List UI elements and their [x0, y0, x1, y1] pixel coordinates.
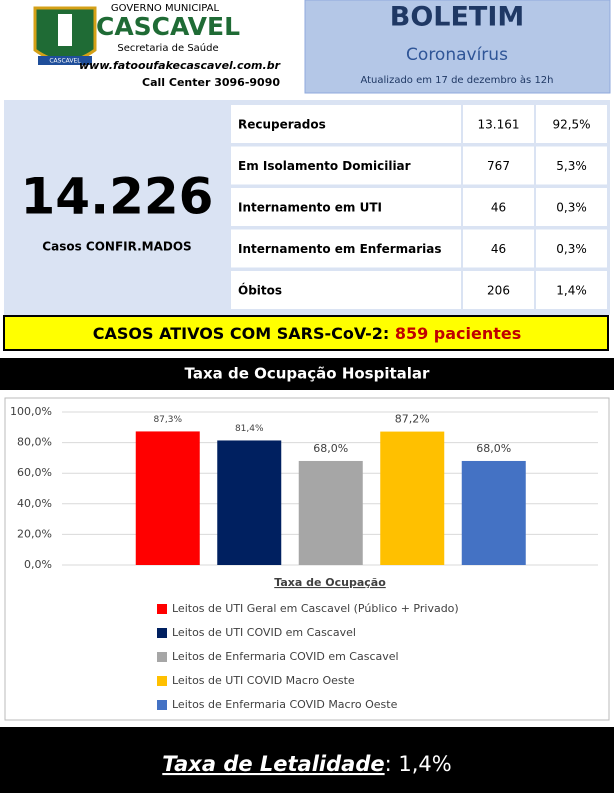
- legend-title: Taxa de Ocupação: [274, 576, 386, 589]
- table-cell: [534, 227, 609, 270]
- legend-swatch: [157, 652, 167, 662]
- bulletin-subtitle: Coronavírus: [406, 45, 508, 65]
- total-label: Casos CONFIR.MADOS: [42, 240, 191, 254]
- legend-swatch: [157, 700, 167, 710]
- table-value: 206: [487, 284, 510, 298]
- y-tick-label: 40,0%: [17, 497, 52, 510]
- case-table: Recuperados 13.161 92,5% Em Isolamento Domi…: [229, 103, 609, 311]
- logo: CASCAVEL: [33, 6, 97, 65]
- active-label: CASOS ATIVOS COM SARS-CoV-2:: [93, 324, 390, 343]
- table-value: 5,3%: [556, 159, 587, 173]
- bulletin-title: BOLETIM: [390, 2, 525, 33]
- legend-label: Leitos de UTI Geral em Cascavel (Público…: [172, 602, 459, 615]
- table-value: 0,3%: [556, 242, 587, 256]
- bulletin-box: [304, 0, 611, 94]
- table-label: Óbitos: [238, 283, 282, 298]
- table-cell: [461, 227, 536, 270]
- table-cell: [461, 103, 536, 145]
- table-value: 13.161: [478, 118, 520, 132]
- lethality-value: : 1,4%: [385, 752, 452, 776]
- table-cell: [461, 186, 536, 228]
- table-value: 92,5%: [552, 118, 590, 132]
- bar: [380, 431, 445, 565]
- legend-label: Leitos de Enfermaria COVID em Cascavel: [172, 650, 399, 663]
- logo-text: CASCAVEL: [49, 58, 81, 65]
- value-label: 68,0%: [476, 442, 511, 455]
- bar: [298, 460, 363, 565]
- table-cell: [534, 103, 609, 145]
- website: www.fatooufakecascavel.com.br: [79, 59, 281, 72]
- legend-swatch: [157, 676, 167, 686]
- legend-label: Leitos de UTI COVID em Cascavel: [172, 626, 356, 639]
- chart-title-bar: [0, 358, 614, 390]
- table-cell: [534, 144, 609, 187]
- call-center: Call Center 3096-9090: [142, 76, 280, 89]
- table-cell: [461, 269, 536, 311]
- government: GOVERNO MUNICIPAL: [111, 3, 220, 14]
- department: Secretaria de Saúde: [117, 42, 218, 54]
- table-cell: [534, 269, 609, 311]
- footer-bar: [0, 727, 614, 793]
- active-text: CASOS ATIVOS COM SARS-CoV-2: 859 pacient…: [93, 324, 522, 343]
- y-tick-label: 20,0%: [17, 527, 52, 540]
- table-cell: [461, 144, 536, 187]
- table-value: 767: [487, 159, 510, 173]
- active-banner: [3, 315, 609, 351]
- chart-title: Taxa de Ocupação Hospitalar: [185, 365, 431, 383]
- table-cell: [229, 227, 463, 270]
- active-value: 859 pacientes: [395, 324, 521, 343]
- legend-label: Leitos de Enfermaria COVID Macro Oeste: [172, 698, 398, 711]
- value-label: 81,4%: [235, 424, 264, 434]
- value-label: 87,2%: [395, 413, 430, 426]
- y-tick-label: 100,0%: [10, 405, 52, 418]
- table-value: 0,3%: [556, 201, 587, 215]
- table-cell: [229, 144, 463, 187]
- value-label: 68,0%: [313, 442, 348, 455]
- table-label: Internamento em Enfermarias: [238, 242, 442, 256]
- table-label: Recuperados: [238, 118, 326, 132]
- bar: [217, 440, 282, 565]
- table-cell: [534, 186, 609, 228]
- legend-label: Leitos de UTI COVID Macro Oeste: [172, 674, 355, 687]
- total-cases: 14.226: [21, 168, 214, 226]
- table-label: Internamento em UTI: [238, 201, 382, 215]
- table-cell: [229, 186, 463, 228]
- table-value: 1,4%: [556, 284, 587, 298]
- table-value: 46: [491, 201, 506, 215]
- table-value: 46: [491, 242, 506, 256]
- y-tick-label: 60,0%: [17, 466, 52, 479]
- table-label: Em Isolamento Domiciliar: [238, 159, 411, 173]
- updated: Atualizado em 17 de dezembro às 12h: [360, 74, 553, 86]
- legend-swatch: [157, 628, 167, 638]
- chart: 0,0% 20,0% 40,0% 60,0% 80,0% 100,0% 87,3% 81,4%…: [10, 405, 598, 711]
- y-tick-label: 80,0%: [17, 436, 52, 449]
- lethality-label: Taxa de Letalidade: [162, 752, 384, 776]
- legend-swatch: [157, 604, 167, 614]
- lethality: Taxa de Letalidade: 1,4%: [162, 752, 451, 776]
- city: CASCAVEL: [96, 12, 240, 41]
- bar: [461, 460, 526, 565]
- bar: [135, 431, 200, 565]
- value-label: 87,3%: [153, 415, 182, 425]
- y-tick-label: 0,0%: [24, 558, 52, 571]
